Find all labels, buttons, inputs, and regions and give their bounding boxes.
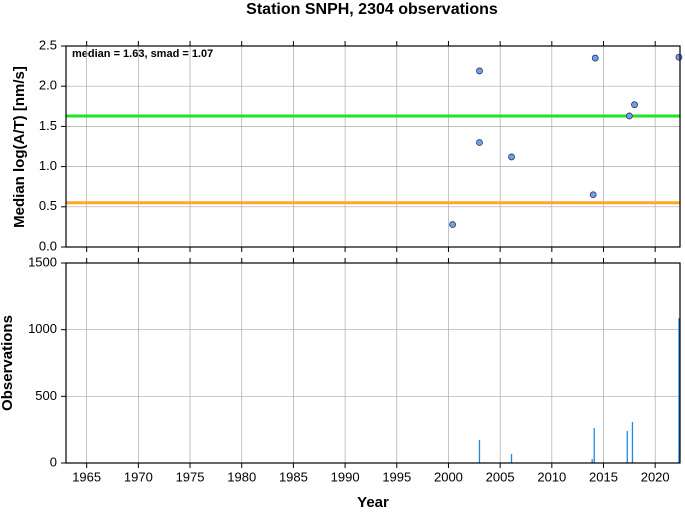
y-tick-label: 1.0 [39,158,57,173]
point [476,67,483,75]
x-tick-label: 1970 [124,469,153,484]
point [449,221,456,228]
x-tick-label: 2020 [641,469,670,484]
point [591,54,599,62]
point [625,112,633,120]
y-tick-label: 2.0 [39,78,57,93]
y-axis-label: Observations [0,315,16,411]
y-tick-label: 1000 [28,321,57,336]
point [476,139,483,146]
x-tick-label: 1995 [382,469,411,484]
y-tick-label: 0.5 [39,198,57,213]
plot-frame [65,262,681,464]
y-axis-label: Median log(A/T) [nm/s] [11,66,28,228]
x-axis-label: Year [357,494,389,511]
x-tick-label: 2005 [486,469,515,484]
plot-frame [65,45,681,248]
y-tick-label: 2.5 [39,37,57,52]
x-tick-label: 2015 [589,469,618,484]
y-tick-label: 0 [50,454,57,469]
point [589,191,597,199]
point [508,153,515,161]
annotation: median = 1.63, smad = 1.07 [72,48,213,60]
y-tick-label: 500 [35,388,57,403]
x-tick-label: 1990 [331,469,360,484]
x-tick-label: 1985 [279,469,308,484]
y-tick-label: 1500 [28,254,57,269]
x-tick-label: 2000 [434,469,463,484]
x-tick-label: 2010 [537,469,566,484]
chart-title: Station SNPH, 2304 observations [246,1,498,18]
x-tick-label: 1980 [227,469,256,484]
y-tick-label: 1.5 [39,118,57,133]
x-tick-label: 1965 [72,469,101,484]
y-tick-label: 0.0 [39,238,57,253]
point [631,101,638,109]
x-tick-label: 1975 [176,469,205,484]
point [675,53,683,61]
